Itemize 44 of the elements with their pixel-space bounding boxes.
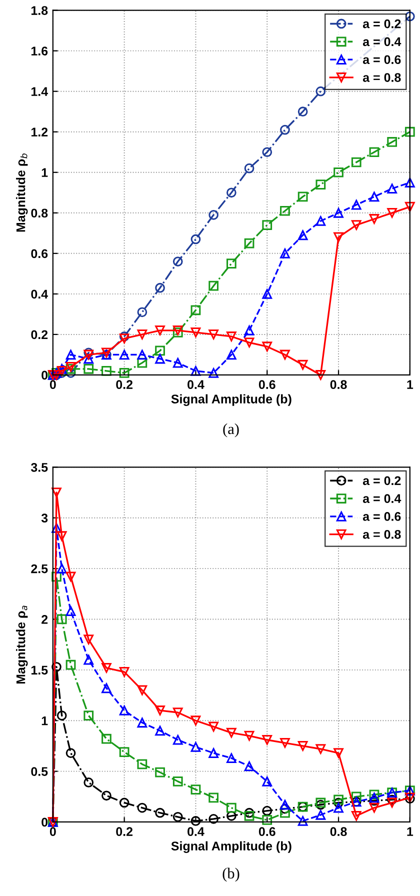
y-tick-label: 1.5 — [31, 666, 48, 675]
legend-label: a = 0.2 — [362, 476, 401, 486]
x-tick-label: 1 — [407, 827, 414, 836]
y-tick-label: 0.5 — [31, 767, 48, 776]
x-tick-label: 1 — [407, 380, 414, 389]
legend-label: a = 0.6 — [362, 55, 401, 64]
x-tick-label: 0.6 — [258, 380, 276, 390]
x-tick-label: 0.6 — [258, 827, 276, 836]
y-tick-label: 1.6 — [31, 46, 48, 56]
y-tick-label: 2 — [42, 615, 48, 624]
legend-label: a = 0.4 — [362, 37, 402, 46]
y-axis-title: Magnitude ρ$_{b}$ — [16, 154, 28, 232]
y-tick-label: 3.5 — [30, 462, 48, 472]
x-tick-label: 0.8 — [330, 827, 347, 836]
x-axis-title: Signal Amplitude (b) — [171, 394, 292, 406]
legend-label: a = 0.8 — [362, 530, 401, 539]
y-tick-label: 0.8 — [31, 208, 48, 218]
x-tick-label: 0.2 — [116, 827, 133, 836]
y-tick-label: 1 — [42, 168, 48, 177]
y-tick-label: 2.5 — [31, 564, 48, 574]
y-tick-label: 1.4 — [31, 87, 48, 96]
text: (b) — [222, 868, 240, 882]
x-axis-title: Signal Amplitude (b) — [171, 841, 292, 853]
y-tick-label: 0 — [42, 370, 48, 380]
y-tick-label: 1.2 — [31, 128, 48, 136]
y-tick-label: 0.4 — [31, 290, 48, 299]
x-tick-label: 0.4 — [188, 380, 204, 390]
y-tick-label: 1.8 — [31, 6, 48, 15]
y-tick-label: 3 — [41, 514, 48, 523]
legend-label: a = 0.8 — [362, 73, 401, 82]
x-tick-label: 0.2 — [116, 380, 133, 390]
y-tick-label: 0.2 — [31, 330, 48, 340]
legend-label: a = 0.4 — [362, 494, 402, 504]
text: (a) — [223, 423, 239, 438]
x-tick-label: 0.4 — [188, 827, 204, 836]
legend-label: a = 0.6 — [362, 512, 401, 521]
x-tick-label: 0 — [50, 380, 56, 390]
x-tick-label: 0.8 — [330, 380, 347, 390]
x-tick-label: 0 — [50, 827, 56, 836]
y-tick-label: 0 — [42, 818, 48, 827]
y-tick-label: 1 — [42, 716, 48, 726]
legend-label: a = 0.2 — [362, 19, 401, 28]
y-tick-label: 0.6 — [31, 249, 48, 258]
y-axis-title: Magnitude ρ$_{a}$ — [16, 606, 28, 684]
